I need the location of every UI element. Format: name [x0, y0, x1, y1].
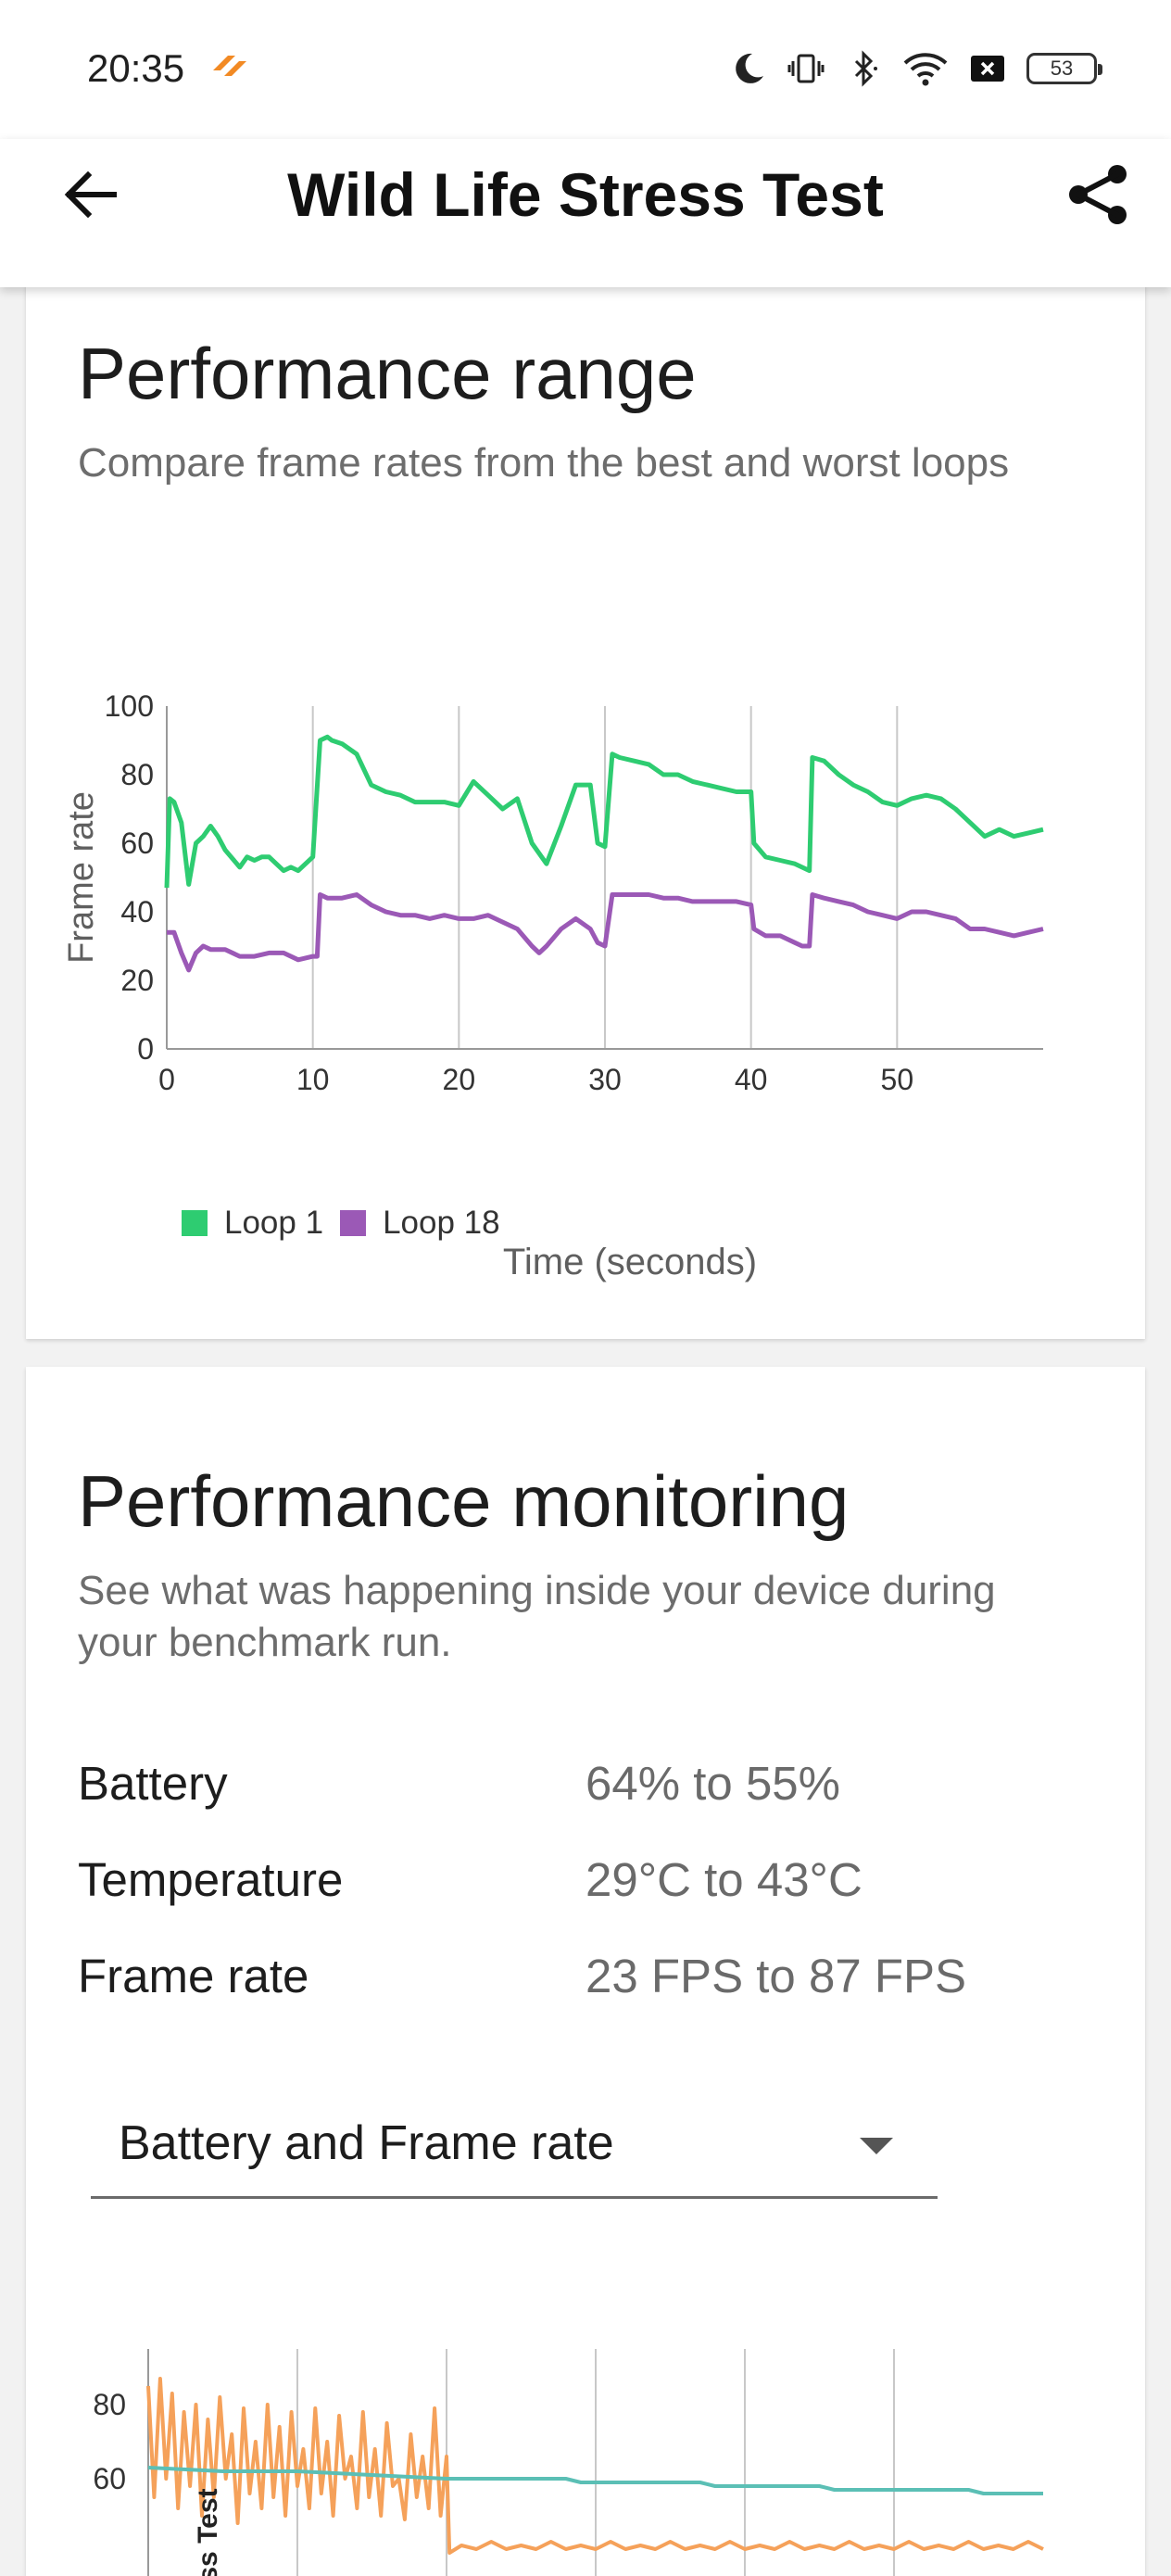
y-tick-label: 20	[120, 964, 154, 997]
status-bar: 20:35 53	[0, 0, 1171, 139]
series-line-loop-18	[167, 892, 1044, 973]
stat-row-frame-rate: Frame rate 23 FPS to 87 FPS	[78, 1949, 1097, 2014]
chart-vertical-label: ress Test	[193, 2488, 223, 2576]
performance-monitoring-subtitle: See what was happening inside your devic…	[78, 1568, 996, 1665]
legend-swatch-loop-18	[340, 1210, 367, 1236]
stat-label: Frame rate	[78, 1950, 309, 2002]
x-tick-label: 50	[881, 1063, 914, 1096]
performance-range-title: Performance range	[78, 333, 697, 414]
legend-label-loop-1: Loop 1	[224, 1205, 324, 1241]
battery-frame-rate-chart: 60 80 ress Test	[93, 2349, 1044, 2576]
chart-legend: Loop 1 Loop 18	[182, 1205, 517, 1242]
series-line-battery	[147, 2466, 1043, 2495]
y-tick-label: 80	[120, 758, 154, 791]
stat-label: Battery	[78, 1757, 228, 1810]
y-tick-label: 60	[120, 827, 154, 860]
stat-value: 64% to 55%	[586, 1757, 841, 1810]
y-tick-label: 40	[120, 895, 154, 928]
y-tick-label: 100	[105, 689, 154, 723]
x-axis-title: Time (seconds)	[502, 1242, 758, 1282]
x-tick-label: 20	[443, 1063, 476, 1096]
performance-monitoring-card: Performance monitoring See what was happ…	[26, 1367, 1145, 2576]
frame-rate-chart: 0 10 20 30 40 50 0 20 40 60 80 100 Frame rate	[62, 689, 1044, 1096]
x-tick-label: 0	[158, 1063, 175, 1096]
arrow-left-icon	[64, 170, 117, 219]
stat-label: Temperature	[78, 1853, 344, 1906]
y-axis-title: Frame rate	[62, 791, 101, 964]
legend-label-loop-18: Loop 18	[383, 1205, 500, 1241]
y-tick-label: 0	[137, 1032, 154, 1066]
wifi-icon	[903, 53, 948, 86]
dropdown-value: Battery and Frame rate	[119, 2116, 614, 2170]
x-tick-label: 40	[735, 1063, 768, 1096]
stat-value: 23 FPS to 87 FPS	[586, 1950, 967, 2002]
y-tick-label: 80	[93, 2388, 126, 2421]
share-button[interactable]	[1052, 148, 1145, 241]
performance-range-card: Performance range Compare frame rates fr…	[26, 278, 1145, 1339]
x-tick-label: 30	[588, 1063, 622, 1096]
page-title: Wild Life Stress Test	[287, 160, 884, 229]
chart-type-dropdown[interactable]: Battery and Frame rate	[91, 2099, 938, 2199]
close-box-icon	[971, 56, 1004, 82]
y-tick-label: 60	[93, 2462, 126, 2495]
vibrate-icon	[787, 54, 825, 83]
status-icons: 53	[730, 48, 1102, 89]
app-bar: Wild Life Stress Test	[0, 139, 1171, 287]
performance-range-subtitle: Compare frame rates from the best and wo…	[78, 440, 1010, 486]
x-tick-label: 10	[296, 1063, 330, 1096]
legend-item-loop-1: Loop 1	[182, 1205, 323, 1242]
chevron-down-icon	[860, 2138, 893, 2154]
bluetooth-icon	[854, 50, 877, 87]
share-icon	[1069, 165, 1127, 224]
back-button[interactable]	[44, 148, 137, 241]
legend-item-loop-18: Loop 18	[340, 1205, 500, 1242]
stat-row-temperature: Temperature 29°C to 43°C	[78, 1852, 1097, 1917]
app-notification-icon	[213, 56, 246, 76]
moon-icon	[736, 53, 763, 83]
series-line-loop-1	[164, 734, 1044, 889]
stat-value: 29°C to 43°C	[586, 1853, 863, 1906]
legend-swatch-loop-1	[182, 1210, 208, 1236]
battery-icon: 53	[1026, 53, 1102, 84]
stat-row-battery: Battery 64% to 55%	[78, 1756, 1097, 1821]
status-time: 20:35	[87, 46, 185, 90]
performance-monitoring-title: Performance monitoring	[78, 1460, 850, 1542]
